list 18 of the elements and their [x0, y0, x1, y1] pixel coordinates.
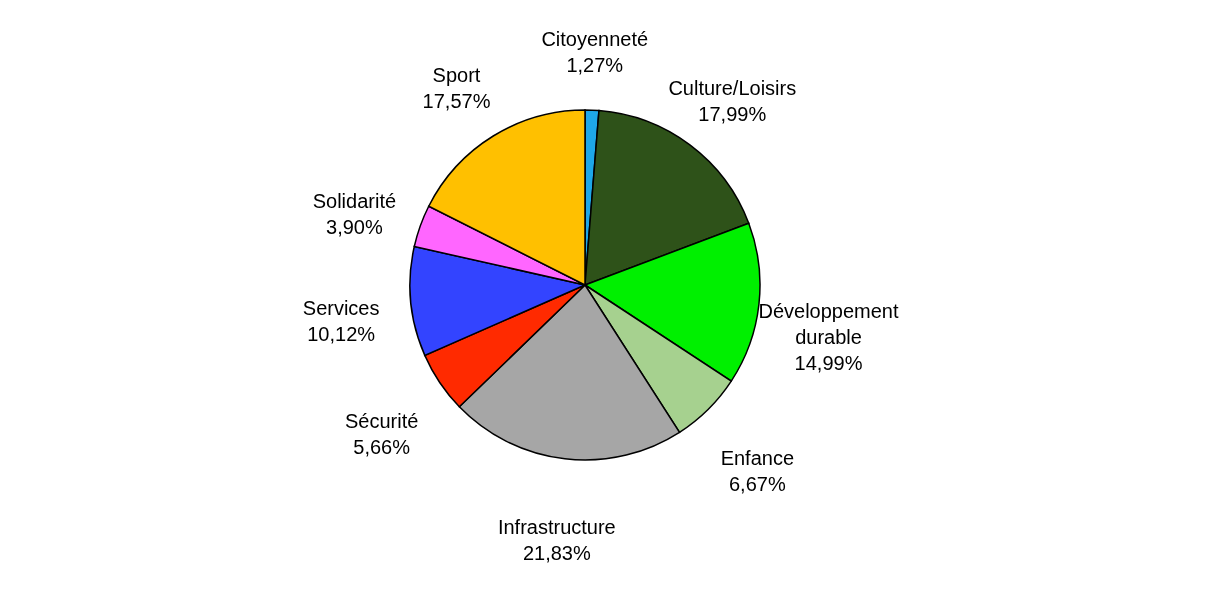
slice-label: Sécurité	[344, 409, 419, 432]
data-label: 10,12%	[307, 322, 376, 345]
slice-label: Sport	[432, 64, 481, 87]
slice-label: Services	[302, 296, 380, 319]
data-label: 21,83%	[522, 542, 591, 565]
slice-label: Infrastructure	[497, 516, 616, 539]
data-label: 17,99%	[698, 103, 767, 126]
data-label: 6,67%	[728, 473, 786, 496]
slice-label: Citoyenneté	[541, 28, 649, 51]
slice-label: Enfance	[720, 447, 795, 470]
slice-label: Solidarité	[312, 190, 397, 213]
data-label: 5,66%	[353, 435, 411, 458]
slice-label: Culture/Loisirs	[668, 77, 797, 100]
data-label: 1,27%	[566, 54, 624, 77]
data-label: 3,90%	[326, 216, 383, 239]
data-label: 17,57%	[422, 90, 491, 113]
slice-label: Développement durable	[758, 299, 899, 348]
data-label: 14,99%	[794, 351, 863, 374]
